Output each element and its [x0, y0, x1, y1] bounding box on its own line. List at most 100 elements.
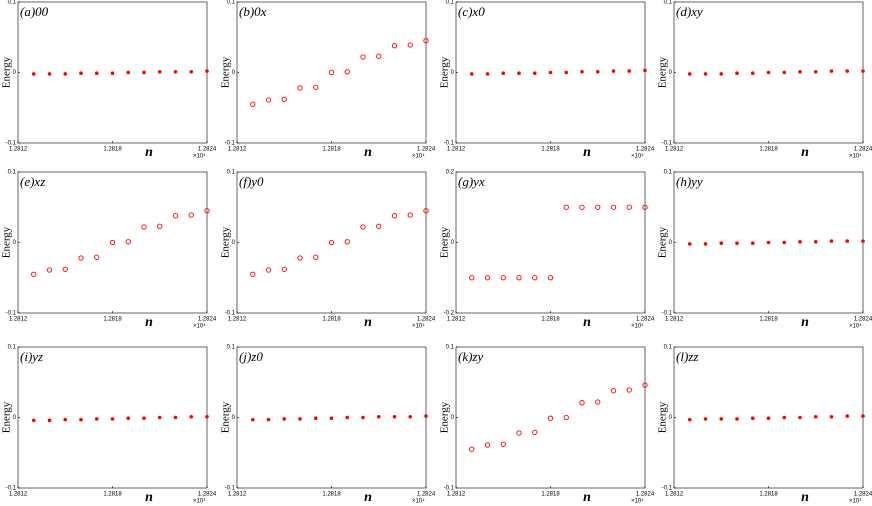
x-tick-label: 1.2824	[636, 492, 655, 498]
point	[845, 414, 850, 418]
point	[782, 240, 787, 245]
point	[189, 69, 194, 74]
point	[861, 239, 865, 243]
point	[313, 84, 319, 90]
point	[829, 69, 834, 73]
point	[47, 72, 52, 76]
x-tick-label: 1.2818	[322, 147, 341, 153]
panel: 1.2812 1.2818 1.2824 -0.1 0 0.1 ×10⁴ n Energy (j)…	[220, 345, 436, 506]
point	[360, 224, 366, 230]
x-tick-label: 1.2812	[665, 317, 684, 323]
point	[391, 213, 398, 219]
point	[31, 418, 36, 423]
point	[813, 414, 818, 419]
point	[78, 255, 84, 261]
point	[423, 208, 429, 214]
x-tick-label: 1.2812	[9, 147, 28, 153]
point	[580, 69, 584, 74]
point	[205, 69, 209, 73]
y-tick-label: 0.1	[664, 170, 673, 176]
x-tick-label: 1.2818	[541, 147, 560, 153]
plot-frame	[17, 171, 208, 314]
point	[469, 446, 475, 452]
point	[579, 204, 585, 210]
panel: 1.2812 1.2818 1.2824 -0.1 0 0.1 ×10⁴ n Energy (e)…	[1, 170, 217, 331]
point	[392, 414, 397, 419]
x-tick-label: 1.2824	[417, 317, 436, 323]
point	[845, 239, 850, 243]
point	[376, 223, 382, 229]
x-tick-label: 1.2818	[322, 492, 341, 498]
x-multiplier: ×10⁴	[193, 323, 206, 330]
panel: 1.2812 1.2818 1.2824 -0.1 0 0.1 ×10⁴ n Energy (i)…	[1, 345, 217, 506]
panel-title: (b)0x	[239, 4, 267, 19]
x-axis-label: n	[364, 145, 372, 160]
x-axis-label: n	[364, 490, 372, 505]
x-tick-label: 1.2812	[228, 492, 247, 498]
x-tick-label: 1.2818	[103, 492, 122, 498]
y-tick-label: -0.1	[225, 141, 236, 147]
x-tick-label: 1.2818	[322, 317, 341, 323]
point	[782, 70, 787, 75]
point	[469, 275, 475, 281]
point	[360, 54, 366, 60]
plot-frame	[455, 171, 646, 314]
point	[547, 415, 554, 421]
point	[408, 414, 413, 419]
panel-title: (g)yx	[458, 174, 485, 189]
x-tick-label: 1.2824	[198, 147, 217, 153]
y-tick-label: 0.1	[8, 0, 17, 6]
x-axis-label: n	[583, 315, 591, 330]
point	[595, 204, 601, 210]
point	[313, 254, 319, 260]
point	[361, 415, 365, 420]
point	[250, 417, 255, 422]
x-tick-label: 1.2812	[665, 492, 684, 498]
x-tick-label: 1.2818	[759, 317, 778, 323]
point	[563, 414, 569, 421]
y-tick-label: 0	[232, 70, 236, 76]
point	[63, 72, 68, 76]
point	[548, 70, 553, 75]
panel-title: (d)xy	[676, 4, 703, 19]
point	[282, 417, 287, 421]
x-tick-label: 1.2812	[447, 147, 466, 153]
panel: 1.2812 1.2818 1.2824 -0.1 0 0.1 ×10⁴ n Energy (d)…	[657, 0, 872, 160]
y-tick-label: 0	[13, 415, 17, 421]
x-axis-label: n	[583, 490, 591, 505]
point	[407, 42, 413, 48]
point	[516, 430, 522, 436]
x-tick-label: 1.2824	[417, 492, 436, 498]
y-axis-label: Energy	[1, 401, 13, 433]
panel: 1.2812 1.2818 1.2824 -0.1 0 0.1 ×10⁴ n Energy (k)…	[439, 345, 655, 506]
point	[484, 275, 491, 281]
point	[798, 415, 802, 420]
point	[735, 241, 739, 246]
x-tick-label: 1.2812	[447, 492, 466, 498]
point	[313, 416, 318, 421]
point	[142, 416, 146, 421]
y-tick-label: -0.1	[225, 311, 236, 317]
y-tick-label: 0	[232, 240, 236, 246]
y-tick-label: -0.1	[444, 486, 455, 492]
point	[328, 239, 335, 246]
point	[173, 415, 178, 420]
panel-title: (f)y0	[239, 174, 264, 189]
x-tick-label: 1.2824	[198, 492, 217, 498]
x-axis-label: n	[145, 145, 153, 160]
x-multiplier: ×10⁴	[412, 498, 425, 505]
point	[563, 204, 569, 210]
point	[141, 224, 147, 230]
point	[750, 416, 755, 421]
point	[344, 239, 350, 245]
panel: 1.2812 1.2818 1.2824 -0.1 0 0.1 ×10⁴ n Energy (c)…	[439, 0, 655, 160]
y-axis-label: Energy	[439, 56, 451, 88]
point	[484, 442, 491, 448]
panel-title: (c)x0	[458, 4, 485, 19]
point	[829, 414, 834, 419]
y-axis-label: Energy	[1, 56, 13, 88]
y-tick-label: 0.1	[8, 170, 17, 176]
y-tick-label: -0.1	[662, 141, 673, 147]
x-multiplier: ×10⁴	[631, 153, 644, 160]
